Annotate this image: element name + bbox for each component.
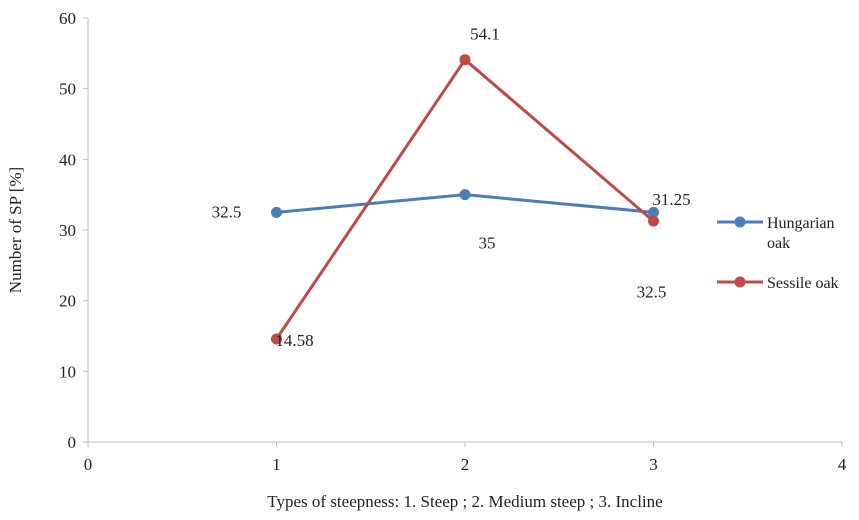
y-tick-label: 50 — [59, 80, 76, 99]
x-tick-labels: 0 1 2 3 4 — [84, 442, 847, 474]
legend-label-hungarian-oak: Hungarian — [767, 215, 835, 232]
legend-marker-hungarian-oak — [734, 216, 746, 228]
legend: Hungarian oak Sessile oak — [717, 215, 839, 292]
data-label-sessile-oak: 31.25 — [652, 190, 690, 209]
x-tick-label: 3 — [649, 455, 658, 474]
x-tick-label: 2 — [461, 455, 470, 474]
data-point-hungarian-oak — [271, 206, 282, 218]
data-labels: 32.5 35 32.5 14.58 54.1 31.25 — [212, 25, 691, 350]
legend-label-sessile-oak: Sessile oak — [767, 275, 839, 292]
y-axis-title: Number of SP [%] — [6, 167, 25, 293]
data-point-sessile-oak — [459, 54, 471, 66]
y-tick-label: 40 — [59, 150, 76, 169]
data-point-hungarian-oak — [459, 189, 471, 201]
y-tick-label: 10 — [59, 362, 76, 381]
series-layer — [271, 54, 659, 345]
y-tick-label: 20 — [59, 292, 76, 311]
legend-label-hungarian-oak: oak — [767, 235, 790, 252]
y-tick-label: 30 — [59, 221, 76, 240]
data-point-hungarian-oak — [648, 206, 659, 218]
x-tick-label: 4 — [838, 455, 847, 474]
data-label-hungarian-oak: 35 — [479, 234, 496, 253]
y-tick-labels: 0 10 20 30 40 50 60 — [59, 9, 88, 452]
y-tick-label: 60 — [59, 9, 76, 28]
data-label-hungarian-oak: 32.5 — [212, 202, 242, 221]
data-label-sessile-oak: 14.58 — [275, 331, 313, 350]
data-label-sessile-oak: 54.1 — [470, 25, 500, 44]
legend-marker-sessile-oak — [734, 276, 746, 288]
y-tick-label: 0 — [68, 433, 77, 452]
data-label-hungarian-oak: 32.5 — [637, 282, 667, 301]
data-point-sessile-oak — [648, 215, 659, 227]
x-tick-label: 0 — [84, 455, 93, 474]
x-tick-label: 1 — [272, 455, 281, 474]
axes — [87, 18, 842, 443]
data-point-sessile-oak — [271, 333, 282, 345]
x-axis-title: Types of steepness: 1. Steep ; 2. Medium… — [267, 492, 662, 511]
